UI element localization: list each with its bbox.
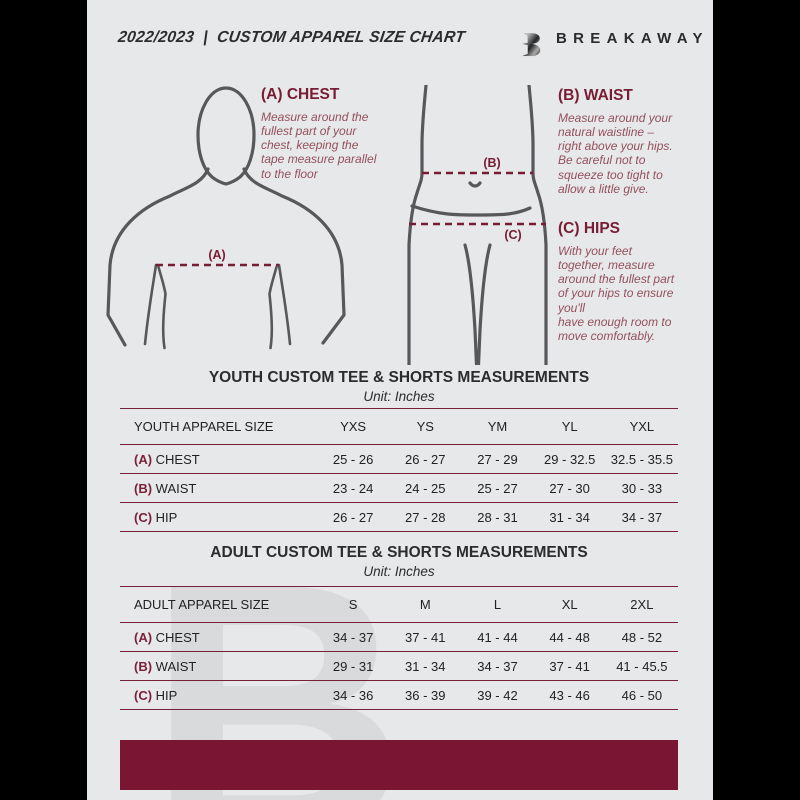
svg-text:(B): (B) (483, 156, 500, 170)
svg-text:(A): (A) (208, 248, 225, 262)
svg-text:(C): (C) (504, 228, 521, 242)
